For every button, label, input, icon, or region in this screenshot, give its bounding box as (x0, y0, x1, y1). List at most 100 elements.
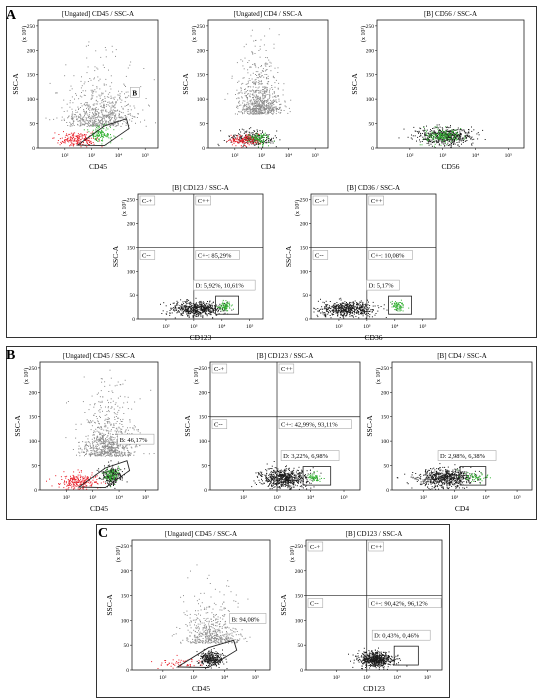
data-point (258, 142, 260, 144)
data-point (185, 308, 187, 310)
data-point (252, 104, 254, 106)
y-tick-label: 50 (200, 122, 206, 128)
data-point (237, 105, 239, 107)
data-point (441, 141, 443, 143)
data-point (237, 97, 239, 99)
data-point (228, 306, 230, 308)
data-point (243, 129, 245, 131)
data-point (248, 128, 250, 130)
data-point (278, 107, 280, 109)
data-point (335, 309, 337, 311)
data-point (177, 304, 179, 306)
data-point (344, 305, 346, 307)
data-point (439, 126, 441, 128)
x-tick-label: 10³ (88, 153, 96, 159)
data-point (212, 302, 214, 304)
data-point (437, 128, 439, 130)
data-point (338, 306, 340, 308)
data-point (107, 104, 109, 106)
data-point (96, 96, 98, 98)
data-point (260, 66, 262, 67)
data-point (278, 34, 280, 36)
data-point (118, 417, 120, 419)
data-point (82, 119, 83, 121)
data-point (454, 135, 456, 137)
data-point (348, 307, 350, 309)
data-point (358, 308, 360, 310)
data-point (260, 72, 262, 74)
data-point (125, 86, 126, 87)
data-point (97, 137, 99, 139)
data-point (329, 311, 331, 313)
x-tick-label: 10³ (190, 324, 198, 330)
data-point (456, 136, 458, 138)
data-point (178, 308, 180, 309)
data-point (80, 125, 82, 126)
data-point (424, 133, 425, 135)
data-point (247, 86, 249, 88)
data-point (240, 140, 241, 142)
data-point (437, 127, 439, 129)
data-point (259, 107, 261, 108)
data-point (57, 142, 59, 144)
data-point (236, 137, 238, 139)
data-point (92, 113, 94, 115)
data-point (80, 120, 82, 122)
data-point (259, 111, 261, 113)
data-point (111, 452, 113, 453)
data-point (243, 68, 245, 70)
data-point (92, 124, 94, 125)
data-point (134, 446, 136, 448)
data-point (430, 133, 432, 135)
data-point (94, 89, 96, 91)
data-point (127, 433, 128, 435)
data-point (78, 451, 80, 453)
data-point (460, 139, 462, 141)
data-point (188, 312, 189, 314)
data-point (433, 141, 435, 143)
data-point (350, 310, 352, 312)
data-point (115, 448, 117, 450)
data-point (104, 455, 106, 457)
data-point (438, 131, 440, 133)
data-point (108, 453, 110, 455)
data-point (269, 107, 271, 109)
data-point (97, 116, 99, 118)
data-point (99, 122, 101, 124)
data-point (100, 132, 102, 134)
data-point (70, 140, 72, 142)
data-point (447, 139, 449, 140)
gate-rectangle (215, 295, 239, 315)
data-point (248, 95, 250, 97)
data-point (109, 116, 111, 118)
data-point (254, 134, 256, 136)
data-point (196, 310, 198, 312)
data-point (367, 313, 369, 314)
data-point (217, 143, 219, 145)
data-point (246, 99, 248, 101)
data-point (117, 120, 119, 122)
data-point (101, 109, 103, 111)
data-point (104, 446, 106, 448)
data-point (180, 309, 182, 311)
data-point (119, 114, 120, 116)
data-point (72, 118, 74, 120)
data-point (440, 140, 442, 142)
data-point (268, 112, 270, 114)
data-point (195, 307, 197, 309)
data-point (96, 87, 98, 89)
gate-label-box (366, 279, 400, 291)
data-point (377, 305, 379, 307)
data-point (96, 67, 98, 69)
data-point (353, 306, 355, 308)
data-point (395, 303, 397, 305)
data-point (248, 144, 250, 146)
data-point (162, 310, 164, 312)
data-point (265, 134, 267, 136)
data-point (336, 305, 338, 307)
data-point (227, 305, 229, 307)
data-point (121, 138, 123, 140)
data-point (73, 139, 75, 141)
data-point (247, 90, 249, 91)
data-point (105, 105, 107, 107)
